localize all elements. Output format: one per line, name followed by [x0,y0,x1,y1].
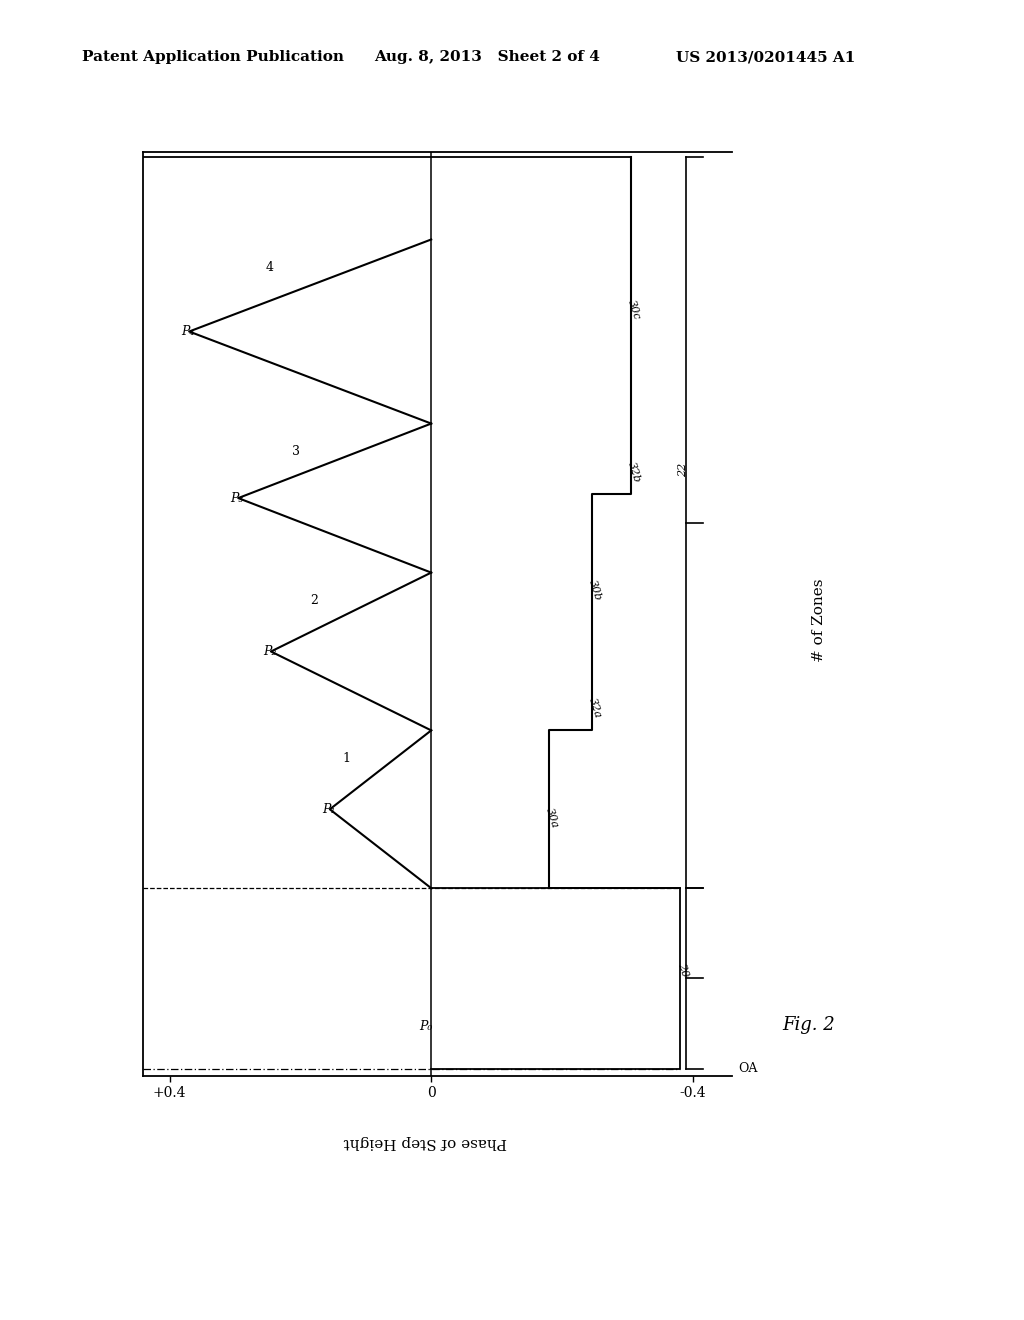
Text: # of Zones: # of Zones [812,578,826,663]
Text: P₁: P₁ [322,803,335,816]
Text: 1: 1 [343,752,351,766]
Text: Aug. 8, 2013   Sheet 2 of 4: Aug. 8, 2013 Sheet 2 of 4 [374,50,600,65]
Text: Fig. 2: Fig. 2 [782,1015,836,1034]
Text: Patent Application Publication: Patent Application Publication [82,50,344,65]
Text: 30c: 30c [626,298,642,321]
Text: P₀: P₀ [420,1020,433,1034]
Text: P₄: P₄ [181,325,195,338]
Text: 30b: 30b [587,578,603,602]
Text: 30a: 30a [545,807,560,829]
Text: Phase of Step Height: Phase of Step Height [343,1135,507,1148]
Text: 2: 2 [310,594,318,607]
Text: OA: OA [738,1063,758,1076]
Text: US 2013/0201445 A1: US 2013/0201445 A1 [676,50,855,65]
Text: P₃: P₃ [230,491,244,504]
Text: 32b: 32b [626,461,642,484]
Text: 4: 4 [265,261,273,275]
Text: 32a: 32a [587,697,603,719]
Text: 3: 3 [293,445,300,458]
Text: P₂: P₂ [263,645,276,657]
Text: 20: 20 [676,961,690,978]
Text: 22: 22 [678,463,688,477]
